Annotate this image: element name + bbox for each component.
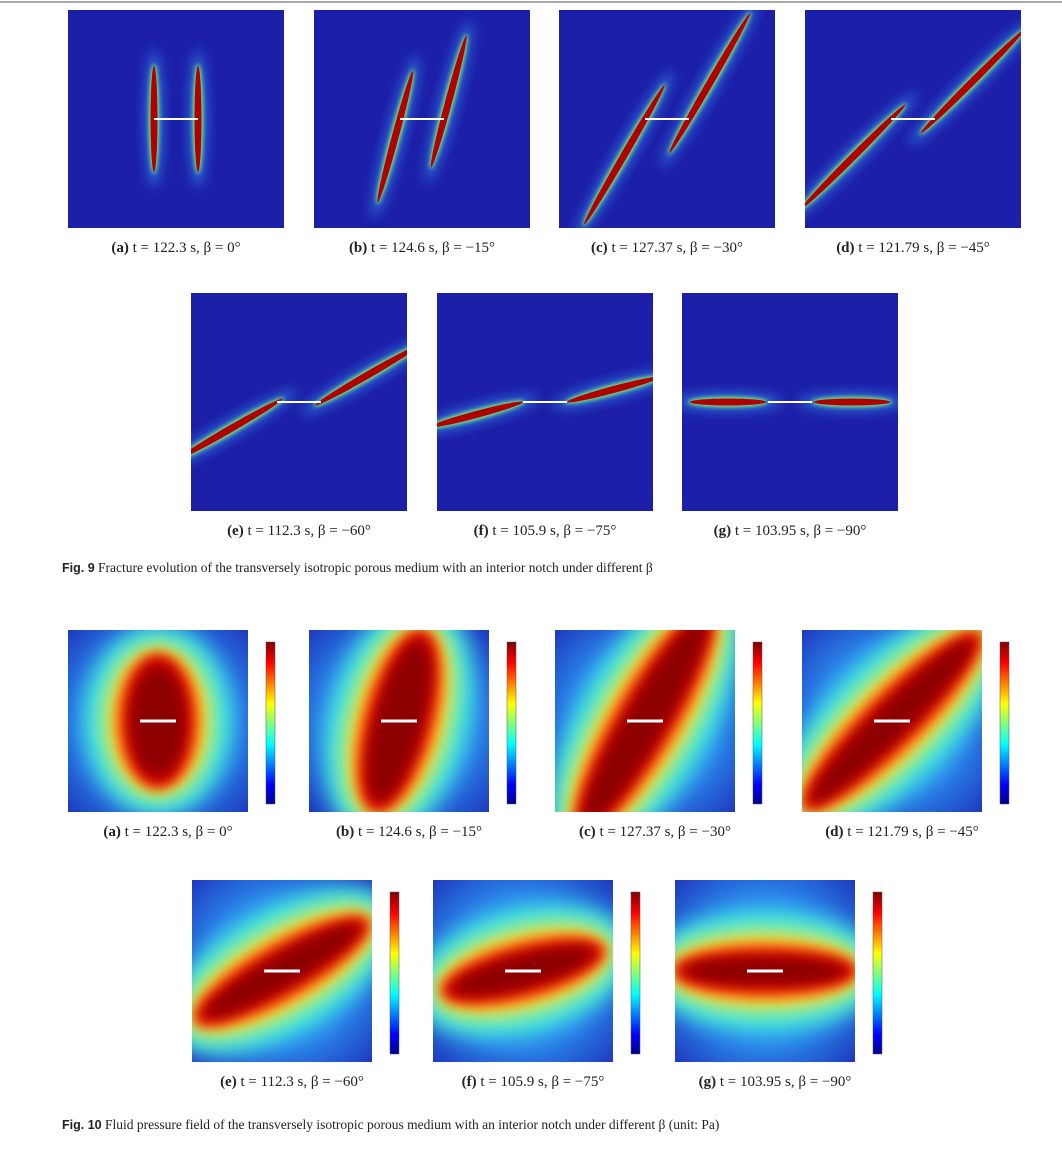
figure-caption-text: Fracture evolution of the transversely i… xyxy=(98,560,653,575)
pressure-image xyxy=(802,630,982,812)
caption: (c) t = 127.37 s, β = −30° xyxy=(591,240,743,256)
pressure-image xyxy=(192,880,372,1062)
crack-core xyxy=(814,398,890,406)
caption-text: t = 127.37 s, β = −30° xyxy=(599,824,731,840)
figure-caption: Fig. 9 Fracture evolution of the transve… xyxy=(62,560,653,575)
caption-text: t = 112.3 s, β = −60° xyxy=(240,1074,363,1090)
crack xyxy=(798,393,898,411)
colorbar xyxy=(506,641,517,805)
crack xyxy=(371,55,419,218)
crack xyxy=(437,395,539,434)
caption: (a) t = 122.3 s, β = 0° xyxy=(111,240,240,256)
caption-text: t = 121.79 s, β = −45° xyxy=(858,240,990,256)
caption: (d) t = 121.79 s, β = −45° xyxy=(836,240,990,256)
caption-label: (d) xyxy=(825,824,843,840)
caption-text: t = 124.6 s, β = −15° xyxy=(371,240,495,256)
caption-label: (c) xyxy=(579,824,596,840)
colorbar xyxy=(999,641,1010,805)
crack-core xyxy=(690,398,766,406)
figure-caption-text: Fluid pressure field of the transversely… xyxy=(105,1117,719,1132)
caption-text: t = 121.79 s, β = −45° xyxy=(847,824,979,840)
figure-label: Fig. 10 xyxy=(62,1118,102,1132)
caption-text: t = 105.9 s, β = −75° xyxy=(492,523,616,539)
crack-core xyxy=(437,401,523,428)
caption: (g) t = 103.95 s, β = −90° xyxy=(699,1074,852,1090)
colorbar xyxy=(389,891,400,1055)
crack xyxy=(805,93,917,220)
caption: (f) t = 105.9 s, β = −75° xyxy=(474,523,617,539)
figure-label: Fig. 9 xyxy=(62,561,95,575)
caption: (d) t = 121.79 s, β = −45° xyxy=(825,824,979,840)
crack xyxy=(682,393,782,411)
caption: (e) t = 112.3 s, β = −60° xyxy=(220,1074,364,1090)
caption-label: (g) xyxy=(714,523,732,539)
caption-label: (b) xyxy=(336,824,354,840)
crack-core xyxy=(669,13,750,154)
crack-core xyxy=(191,398,283,460)
caption-label: (a) xyxy=(111,240,129,256)
crack xyxy=(551,370,653,409)
caption-text: t = 103.95 s, β = −90° xyxy=(720,1074,852,1090)
caption: (g) t = 103.95 s, β = −90° xyxy=(714,523,867,539)
caption-label: (a) xyxy=(103,824,121,840)
caption-text: t = 122.3 s, β = 0° xyxy=(125,824,233,840)
caption-label: (g) xyxy=(699,1074,717,1090)
pressure-image xyxy=(555,630,735,812)
caption: (b) t = 124.6 s, β = −15° xyxy=(336,824,482,840)
crack xyxy=(191,390,297,469)
caption: (a) t = 122.3 s, β = 0° xyxy=(103,824,232,840)
caption-text: t = 103.95 s, β = −90° xyxy=(735,523,867,539)
colorbar xyxy=(872,891,883,1055)
pressure-image xyxy=(675,880,855,1062)
pressure-image xyxy=(433,880,613,1062)
figure-caption: Fig. 10 Fluid pressure field of the tran… xyxy=(62,1117,719,1132)
colorbar xyxy=(752,641,763,805)
crack-core xyxy=(584,84,665,225)
crack-core xyxy=(377,70,414,203)
colorbar xyxy=(265,641,276,805)
fracture-image xyxy=(191,293,407,511)
fracture-image xyxy=(805,10,1021,228)
caption-label: (c) xyxy=(591,240,608,256)
caption-text: t = 124.6 s, β = −15° xyxy=(358,824,482,840)
caption-text: t = 105.9 s, β = −75° xyxy=(480,1074,604,1090)
caption: (f) t = 105.9 s, β = −75° xyxy=(462,1074,605,1090)
caption-label: (e) xyxy=(227,523,244,539)
caption-label: (f) xyxy=(474,523,489,539)
crack-core xyxy=(430,35,467,168)
crack-core xyxy=(920,29,1021,134)
crack-core xyxy=(567,376,653,403)
caption-label: (f) xyxy=(462,1074,477,1090)
caption: (e) t = 112.3 s, β = −60° xyxy=(227,523,371,539)
caption-label: (d) xyxy=(836,240,854,256)
colorbar xyxy=(630,891,641,1055)
caption: (c) t = 127.37 s, β = −30° xyxy=(579,824,731,840)
fracture-image xyxy=(68,10,284,228)
pressure-image xyxy=(68,630,248,812)
caption-text: t = 112.3 s, β = −60° xyxy=(247,523,370,539)
caption-text: t = 122.3 s, β = 0° xyxy=(133,240,241,256)
fracture-image xyxy=(682,293,898,511)
crack xyxy=(425,20,473,183)
fracture-image xyxy=(437,293,653,511)
fracture-image xyxy=(314,10,530,228)
crack-core xyxy=(805,104,906,209)
caption-label: (b) xyxy=(349,240,367,256)
crack xyxy=(301,335,407,414)
caption-text: t = 127.37 s, β = −30° xyxy=(611,240,743,256)
fracture-image xyxy=(559,10,775,228)
crack-core xyxy=(315,344,407,406)
caption: (b) t = 124.6 s, β = −15° xyxy=(349,240,495,256)
caption-label: (e) xyxy=(220,1074,237,1090)
crack xyxy=(909,18,1021,145)
pressure-image xyxy=(309,630,489,812)
